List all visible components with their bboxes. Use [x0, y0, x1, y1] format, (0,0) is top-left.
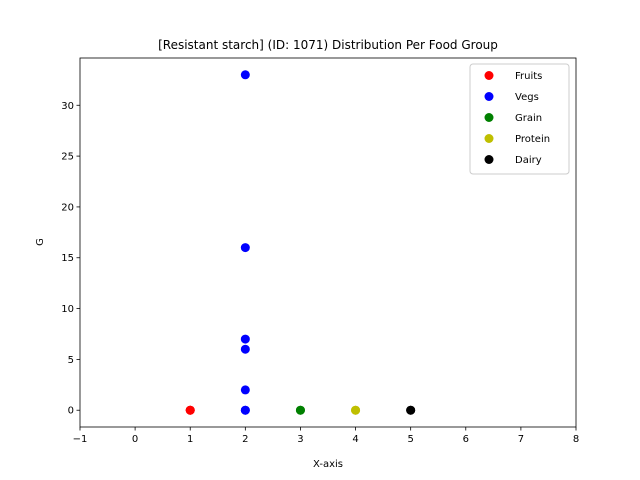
x-tick-label: 4	[352, 434, 358, 445]
data-point-vegs	[240, 405, 250, 415]
x-tick-label: 8	[573, 434, 579, 445]
chart-title: [Resistant starch] (ID: 1071) Distributi…	[158, 38, 498, 52]
data-point-dairy	[406, 405, 416, 415]
x-tick-label: 1	[187, 434, 193, 445]
data-point-fruits	[185, 405, 195, 415]
y-axis-label: G	[35, 238, 46, 246]
y-tick-label: 15	[61, 253, 74, 264]
x-tick-label: 2	[242, 434, 248, 445]
y-tick-label: 10	[61, 304, 74, 315]
x-tick-label: 7	[518, 434, 524, 445]
y-tick-label: 0	[68, 406, 74, 417]
legend: Fruits Vegs Grain Protein Dairy	[469, 63, 570, 175]
data-point-protein	[351, 405, 361, 415]
x-tick-label: −1	[73, 434, 88, 445]
legend-frame	[469, 63, 570, 175]
legend-label: Vegs	[515, 92, 539, 103]
legend-label: Fruits	[515, 71, 542, 82]
data-point-vegs	[240, 344, 250, 354]
x-tick-label: 5	[407, 434, 413, 445]
data-points	[185, 70, 416, 415]
data-point-vegs	[240, 334, 250, 344]
x-tick-label: 0	[132, 434, 138, 445]
y-tick-label: 5	[68, 355, 74, 366]
legend-marker	[484, 71, 494, 80]
legend-marker	[484, 134, 494, 143]
y-tick-label: 30	[61, 101, 74, 112]
x-tick-label: 3	[297, 434, 303, 445]
x-axis-ticks: −1 0 1 2 3 4 5 6 7 8	[73, 427, 579, 445]
legend-label: Grain	[515, 113, 542, 124]
x-tick-label: 6	[463, 434, 469, 445]
data-point-grain	[295, 405, 305, 415]
legend-label: Dairy	[515, 155, 542, 166]
x-axis-label: X-axis	[313, 459, 343, 470]
y-axis-ticks: 0 5 10 15 20 25 30	[61, 101, 80, 417]
legend-marker	[484, 155, 494, 164]
legend-marker	[484, 113, 494, 122]
data-point-vegs	[240, 70, 250, 80]
data-point-vegs	[240, 243, 250, 253]
legend-label: Protein	[515, 134, 550, 145]
y-tick-label: 25	[61, 152, 74, 163]
y-tick-label: 20	[61, 202, 74, 213]
data-point-vegs	[240, 385, 250, 395]
legend-marker	[484, 92, 494, 101]
